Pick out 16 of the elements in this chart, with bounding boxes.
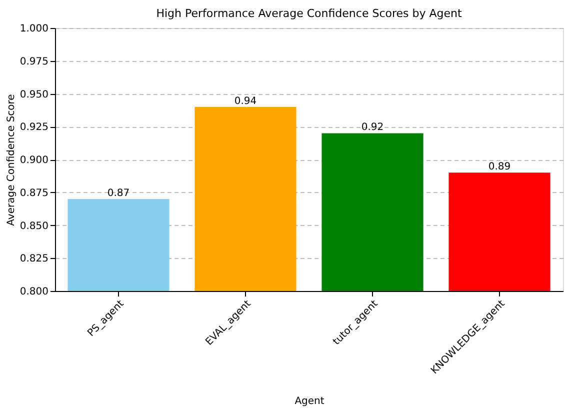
y-tick-label: 0.850 [20, 220, 48, 232]
x-axis-title: Agent [294, 396, 324, 407]
y-tick-label: 1.000 [20, 24, 48, 34]
data-label: 0.89 [488, 162, 511, 173]
y-tick-label: 0.875 [20, 188, 48, 199]
y-tick-label: 0.825 [20, 254, 48, 265]
data-label: 0.92 [361, 122, 384, 134]
y-tick-label: 0.950 [20, 89, 48, 100]
data-label: 0.87 [107, 188, 130, 199]
y-tick-label: 0.925 [20, 122, 48, 134]
y-tick-label: 0.800 [20, 286, 48, 298]
y-axis-title: Average Confidence Score [6, 94, 17, 226]
y-tick-label: 0.975 [20, 56, 48, 68]
chart-title: High Performance Average Confidence Scores by Agent [156, 7, 462, 20]
data-label: 0.94 [234, 96, 257, 107]
y-tick-label: 0.900 [20, 155, 48, 166]
